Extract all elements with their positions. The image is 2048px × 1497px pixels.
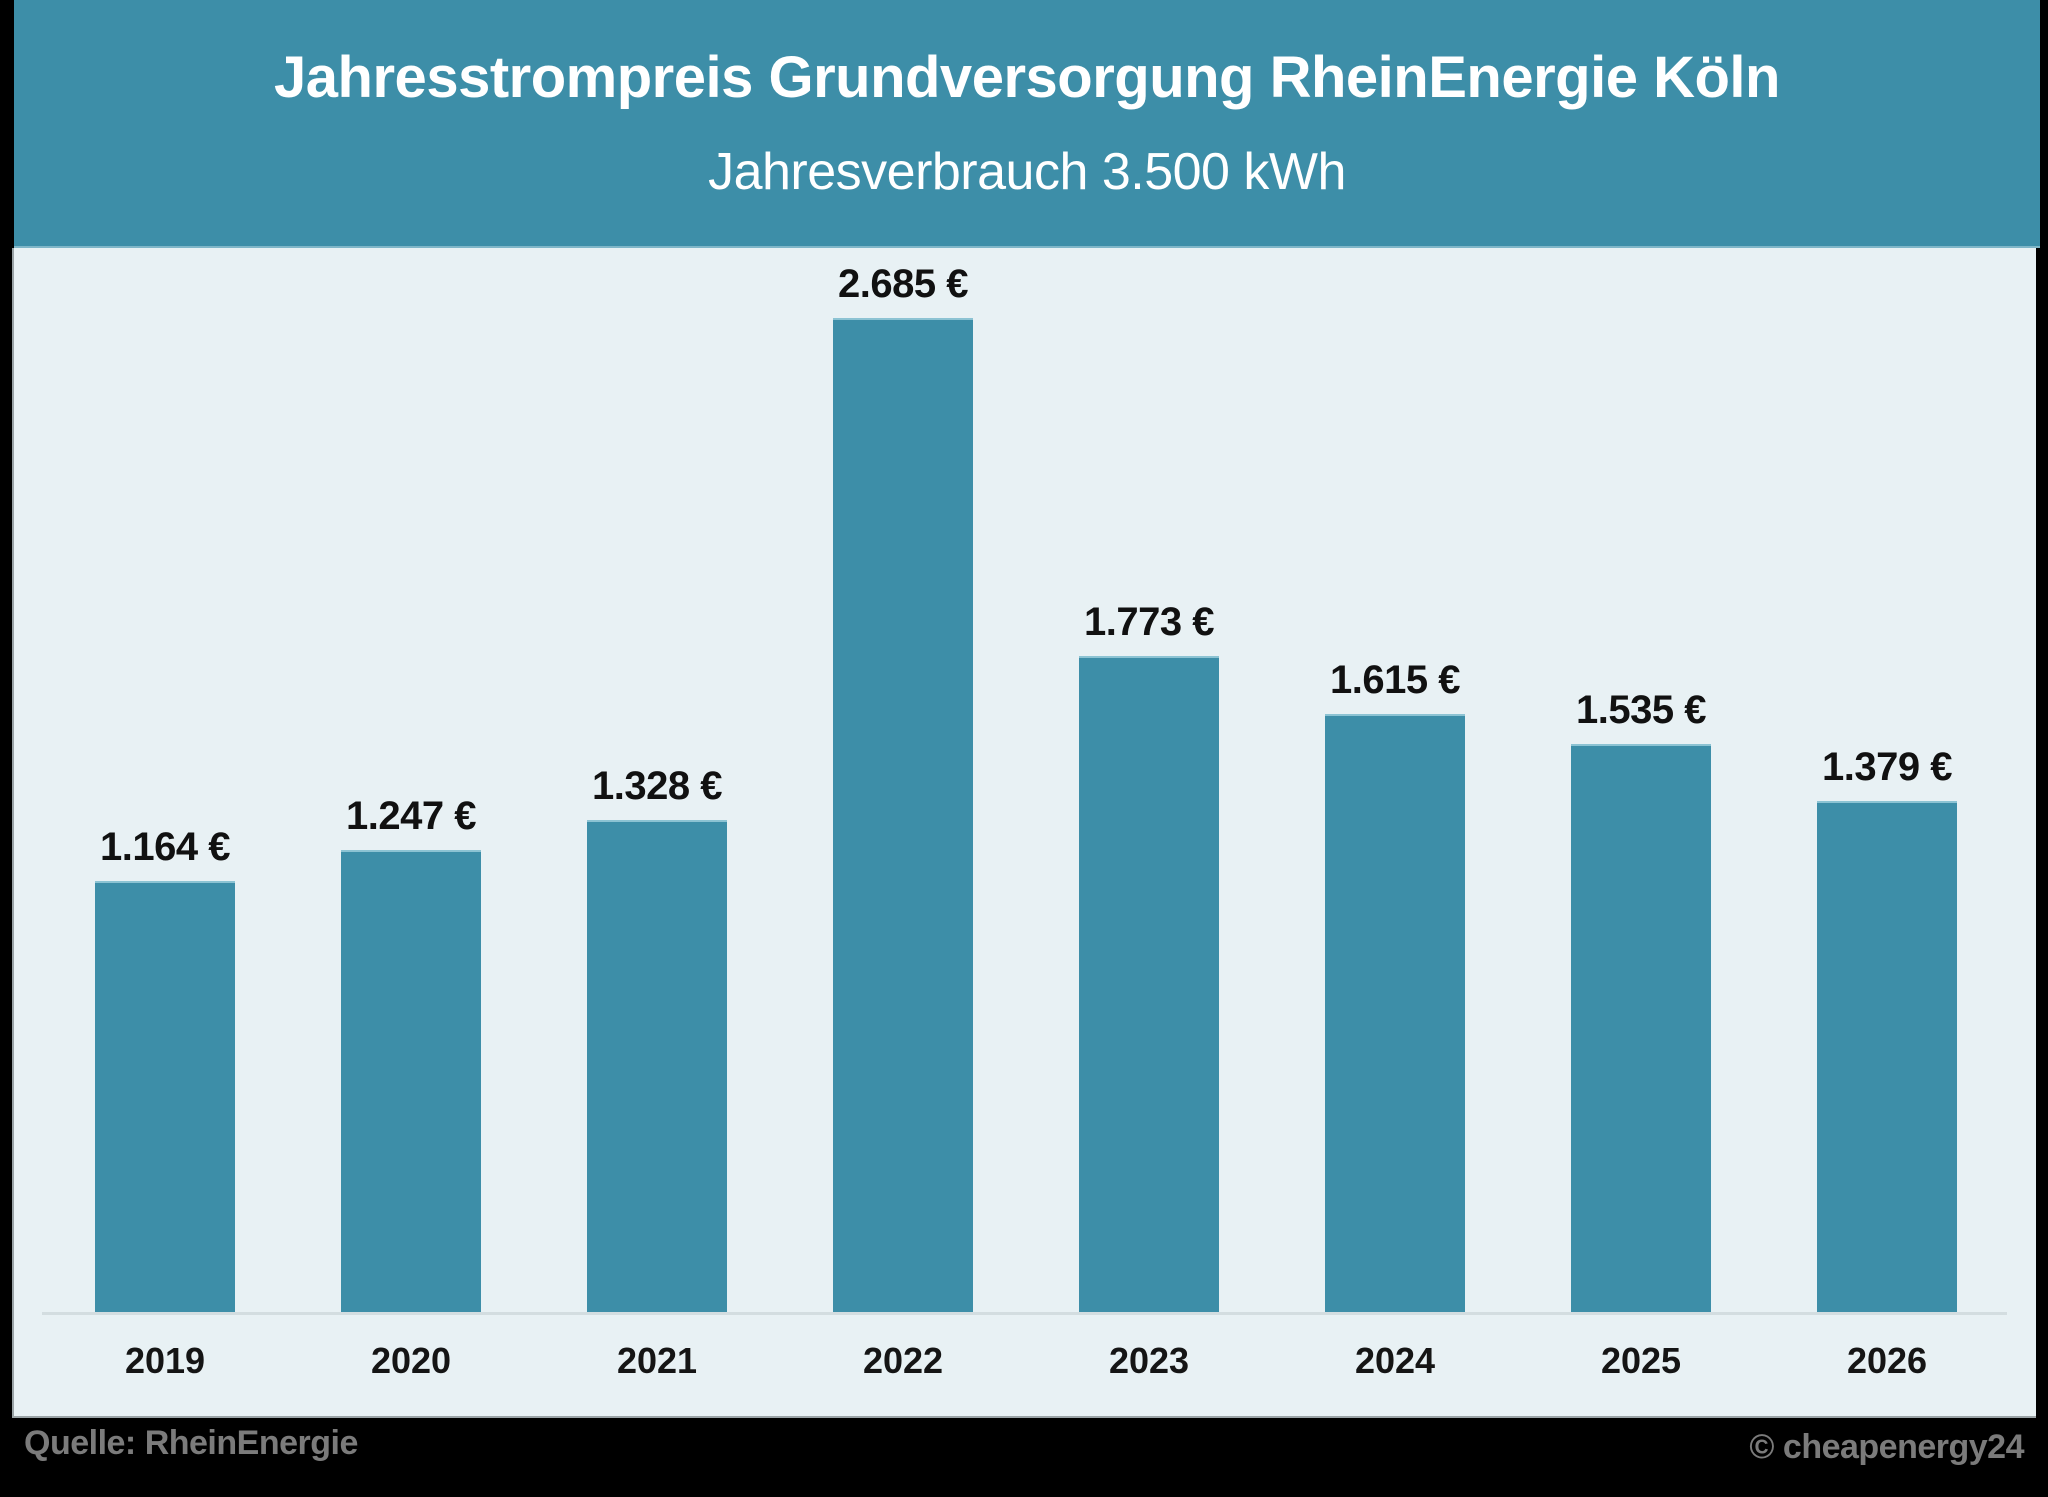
bar-2025: [1571, 743, 1711, 1312]
copyright-note: © cheapenergy24: [1749, 1428, 2024, 1466]
data-label-2019: 1.164 €: [100, 825, 230, 870]
x-tick-label-2021: 2021: [616, 1340, 698, 1381]
chart-subtitle: Jahresverbrauch 3.500 kWh: [708, 143, 1346, 201]
x-tick-label-2023: 2023: [1108, 1340, 1190, 1381]
data-label-2023: 1.773 €: [1084, 599, 1214, 644]
x-tick-label-2020: 2020: [370, 1340, 452, 1381]
bar-2022: [833, 318, 973, 1312]
data-label-2022: 2.685 €: [838, 262, 968, 306]
data-label-2021: 1.328 €: [592, 764, 722, 809]
x-tick-label-2025: 2025: [1600, 1340, 1682, 1381]
bar-2026: [1817, 801, 1957, 1312]
bar-2019: [95, 881, 235, 1312]
data-label-2020: 1.247 €: [346, 794, 476, 839]
bar-2023: [1079, 655, 1219, 1312]
x-tick-label-2024: 2024: [1354, 1340, 1436, 1381]
bar-2020: [341, 850, 481, 1312]
chart-title: Jahresstrompreis Grundversorgung RheinEn…: [274, 45, 1780, 110]
data-label-2024: 1.615 €: [1330, 658, 1460, 703]
x-tick-label-2022: 2022: [862, 1340, 944, 1381]
source-note: Quelle: RheinEnergie: [24, 1424, 358, 1462]
x-tick-label-2026: 2026: [1846, 1340, 1928, 1381]
x-tick-label-2019: 2019: [124, 1340, 206, 1381]
chart-header: Jahresstrompreis Grundversorgung RheinEn…: [14, 0, 2040, 248]
bar-2024: [1325, 714, 1465, 1312]
bar-2021: [587, 820, 727, 1312]
x-axis-baseline: [42, 1312, 2007, 1315]
data-label-2026: 1.379 €: [1822, 745, 1952, 790]
chart-plot-area: 1.164 € 2019 1.247 € 2020 1.328 € 2021 2.685 €…: [12, 248, 2036, 1418]
data-label-2025: 1.535 €: [1576, 687, 1706, 732]
